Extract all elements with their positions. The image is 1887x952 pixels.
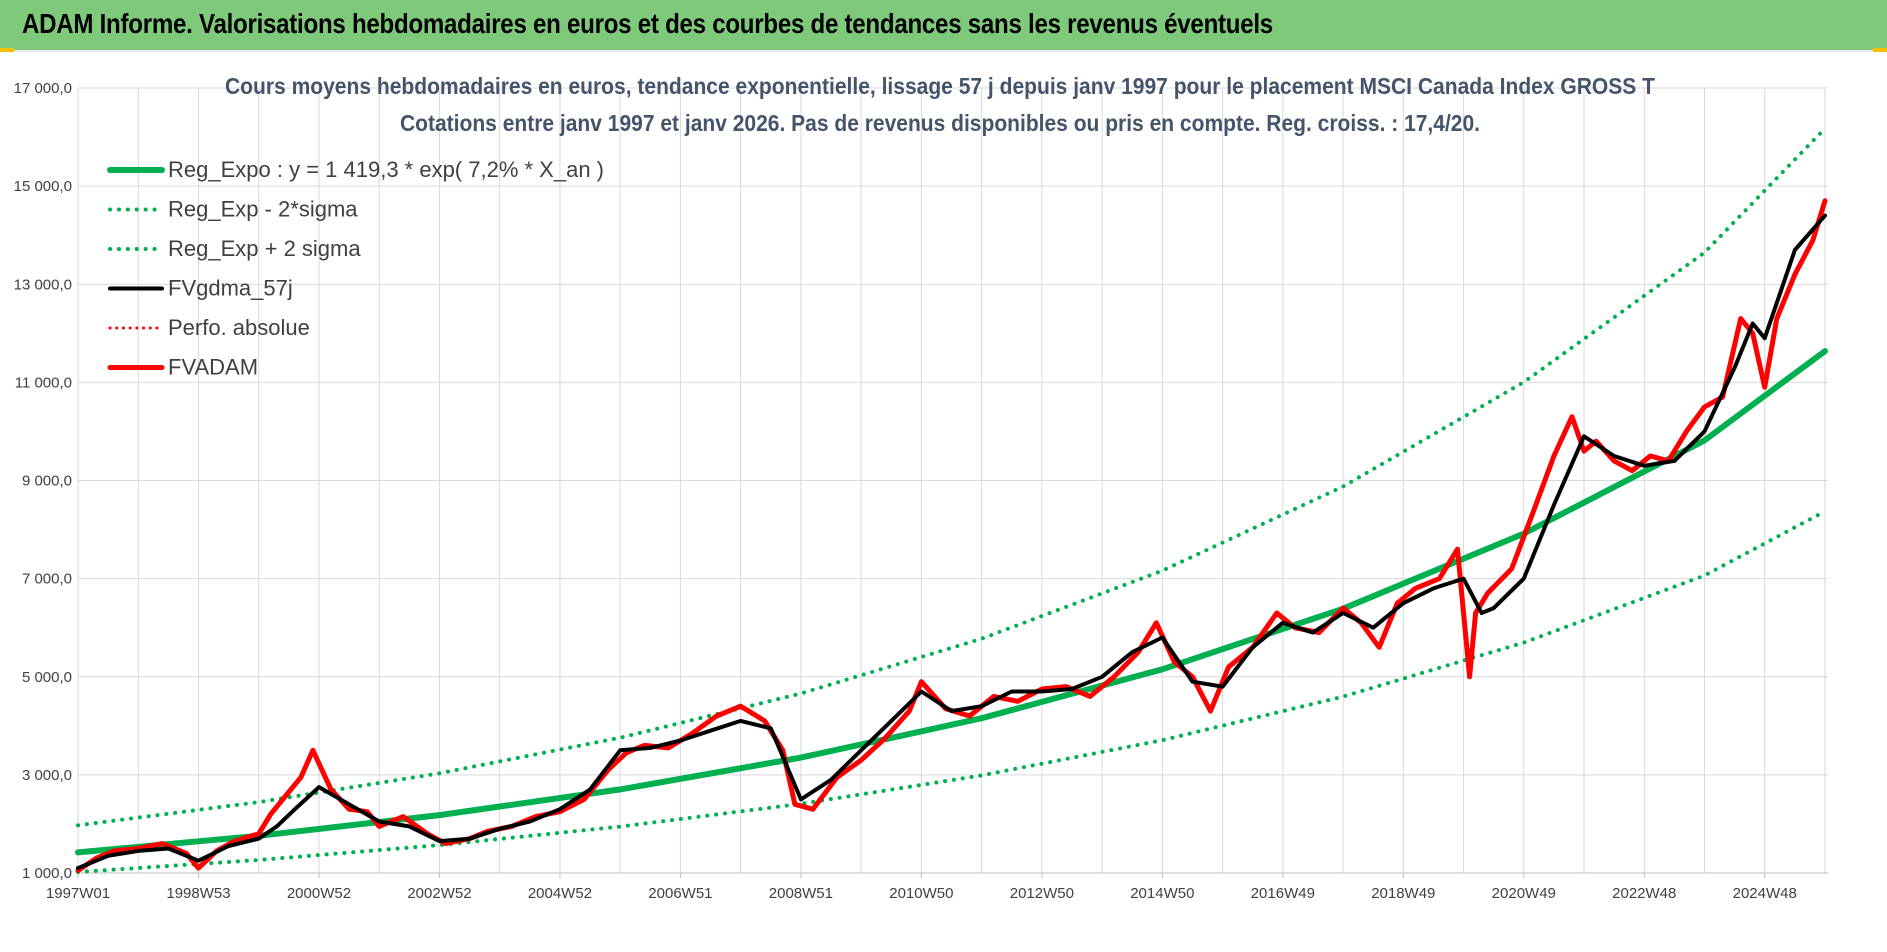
chart-subtitle: Cotations entre janv 1997 et janv 2026. … <box>400 110 1480 136</box>
chart-area: 1 000,0 3 000,0 5 000,0 7 000,0 9 000,0 11 00… <box>0 52 1887 947</box>
legend-label: Perfo. absolue <box>168 315 310 340</box>
chart-title: Cours moyens hebdomadaires en euros, ten… <box>225 73 1655 99</box>
y-tick-label: 7 000,0 <box>22 571 72 588</box>
x-tick-label: 2010W50 <box>889 885 953 902</box>
x-tick-label: 1997W01 <box>46 885 110 902</box>
series-line <box>76 213 1827 871</box>
x-tick-label: 2012W50 <box>1010 885 1074 902</box>
legend-item: FVgdma_57j <box>108 276 293 301</box>
series <box>75 126 1828 874</box>
x-tick-label: 2004W52 <box>528 885 592 902</box>
y-tick-label: 1 000,0 <box>22 865 72 882</box>
x-tick-label: 2018W49 <box>1371 885 1435 902</box>
x-tick-label: 2022W48 <box>1612 885 1676 902</box>
x-tick-label: 2000W52 <box>287 885 351 902</box>
report-banner: ADAM Informe. Valorisations hebdomadaire… <box>0 0 1887 52</box>
corner-accent-right <box>1873 48 1887 53</box>
legend-label: Reg_Expo : y = 1 419,3 * exp( 7,2% * X_a… <box>168 157 604 182</box>
x-tick-label: 2020W49 <box>1492 885 1556 902</box>
legend-label: Reg_Exp - 2*sigma <box>168 197 358 222</box>
y-tick-label: 3 000,0 <box>22 767 72 784</box>
legend-item: Reg_Expo : y = 1 419,3 * exp( 7,2% * X_a… <box>107 157 604 182</box>
grid <box>77 87 1828 874</box>
legend-item: Reg_Exp - 2*sigma <box>108 197 358 222</box>
legend-label: FVgdma_57j <box>168 276 293 301</box>
legend: Reg_Expo : y = 1 419,3 * exp( 7,2% * X_a… <box>107 157 604 380</box>
x-tick-label: 2024W48 <box>1733 885 1797 902</box>
legend-item: Reg_Exp + 2 sigma <box>108 236 361 261</box>
x-tick-label: 2006W51 <box>648 885 712 902</box>
axes: 1 000,0 3 000,0 5 000,0 7 000,0 9 000,0 11 00… <box>14 80 1828 902</box>
y-tick-label: 5 000,0 <box>22 669 72 686</box>
series-line <box>75 198 1828 873</box>
legend-label: FVADAM <box>168 355 258 380</box>
y-tick-label: 15 000,0 <box>14 178 72 195</box>
series-line <box>76 126 1827 828</box>
y-tick-label: 9 000,0 <box>22 473 72 490</box>
series-line <box>76 509 1827 874</box>
y-tick-label: 17 000,0 <box>14 80 72 97</box>
corner-accent-left <box>0 48 14 53</box>
y-tick-label: 11 000,0 <box>15 374 72 391</box>
report-title: ADAM Informe. Valorisations hebdomadaire… <box>22 8 1273 39</box>
y-tick-label: 13 000,0 <box>14 276 72 293</box>
x-tick-label: 2008W51 <box>769 885 833 902</box>
x-tick-label: 2002W52 <box>407 885 471 902</box>
x-tick-label: 1998W53 <box>166 885 230 902</box>
legend-item: FVADAM <box>107 355 258 380</box>
x-tick-label: 2016W49 <box>1251 885 1315 902</box>
line-chart: 1 000,0 3 000,0 5 000,0 7 000,0 9 000,0 11 00… <box>0 52 1887 947</box>
x-tick-label: 2014W50 <box>1130 885 1194 902</box>
legend-item: Perfo. absolue <box>108 315 310 340</box>
legend-label: Reg_Exp + 2 sigma <box>168 236 361 261</box>
plot-background <box>0 52 1887 947</box>
